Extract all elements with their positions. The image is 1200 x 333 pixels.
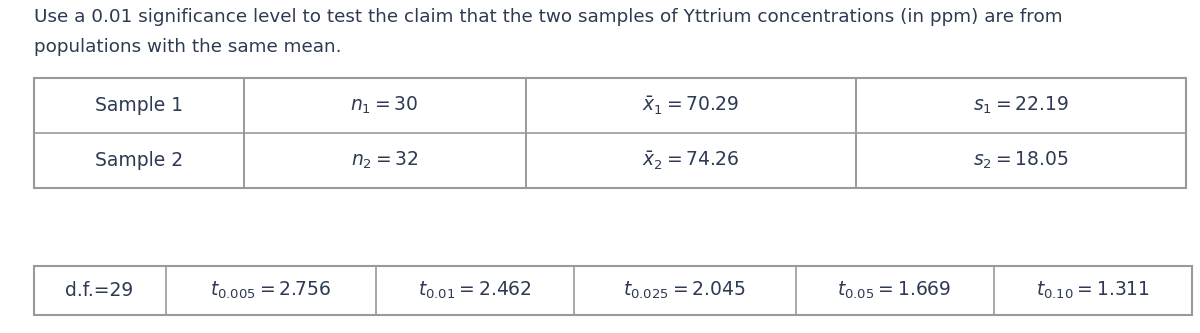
Text: $t_{0.01} = 2.462$: $t_{0.01} = 2.462$ (418, 280, 532, 301)
Text: $\bar{x}_2 = 74.26$: $\bar{x}_2 = 74.26$ (642, 150, 739, 172)
Bar (34, 266, 1192, 315)
Text: Use a 0.01 significance level to test the claim that the two samples of Yttrium : Use a 0.01 significance level to test th… (34, 8, 1062, 26)
Text: $n_1 = 30$: $n_1 = 30$ (350, 95, 419, 116)
Text: populations with the same mean.: populations with the same mean. (34, 38, 341, 56)
Text: $n_2 = 32$: $n_2 = 32$ (350, 150, 419, 171)
Text: $\bar{x}_1 = 70.29$: $\bar{x}_1 = 70.29$ (642, 95, 739, 117)
Text: $t_{0.10} = 1.311$: $t_{0.10} = 1.311$ (1036, 280, 1150, 301)
Text: Sample 1: Sample 1 (95, 96, 182, 115)
Text: Sample 2: Sample 2 (95, 151, 182, 170)
Text: $s_1 = 22.19$: $s_1 = 22.19$ (973, 95, 1068, 116)
Text: $s_2 = 18.05$: $s_2 = 18.05$ (973, 150, 1068, 171)
Text: $t_{0.025} = 2.045$: $t_{0.025} = 2.045$ (623, 280, 746, 301)
Text: d.f.=29: d.f.=29 (66, 281, 133, 300)
Bar (34, 78, 1186, 188)
Text: $t_{0.005} = 2.756$: $t_{0.005} = 2.756$ (210, 280, 331, 301)
Text: $t_{0.05} = 1.669$: $t_{0.05} = 1.669$ (838, 280, 952, 301)
